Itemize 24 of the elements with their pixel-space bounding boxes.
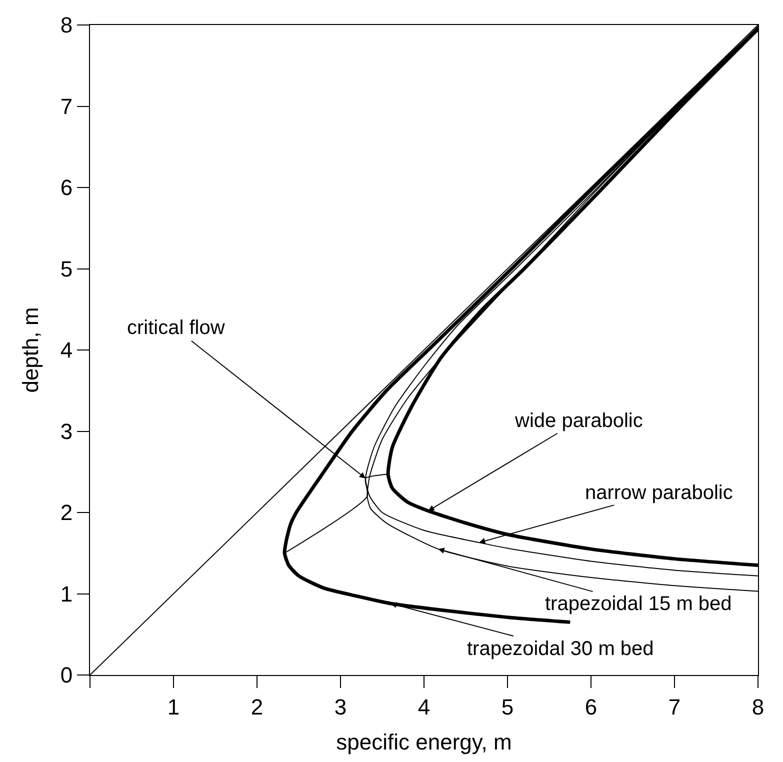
y-tick-label: 1 <box>60 581 73 606</box>
x-tick-label: 4 <box>418 694 430 720</box>
annotation: trapezoidal 15 m bed <box>545 593 732 615</box>
x-tick-label: 3 <box>334 694 347 720</box>
y-tick-label: 2 <box>60 500 73 526</box>
y-tick-label: 6 <box>60 175 73 200</box>
y-tick-label: 8 <box>60 12 73 38</box>
x-tick-label: 8 <box>752 694 764 720</box>
x-tick-label: 6 <box>584 694 598 720</box>
x-tick-label: 7 <box>668 694 681 720</box>
x-axis-title: specific energy, m <box>336 729 512 754</box>
annotation: critical flow <box>127 317 226 339</box>
y-tick-label: 7 <box>60 94 73 119</box>
x-tick-label: 5 <box>501 694 514 720</box>
x-tick-label: 2 <box>250 694 264 720</box>
x-tick-label: 1 <box>167 694 180 720</box>
y-axis-title: depth, m <box>18 307 44 393</box>
y-tick-label: 4 <box>60 338 73 363</box>
y-tick-label: 5 <box>60 256 73 282</box>
annotation: wide parabolic <box>514 410 643 432</box>
annotation: narrow parabolic <box>585 482 733 504</box>
annotation: trapezoidal 30 m bed <box>467 638 654 660</box>
y-tick-label: 0 <box>60 662 73 688</box>
y-tick-label: 3 <box>60 418 73 444</box>
